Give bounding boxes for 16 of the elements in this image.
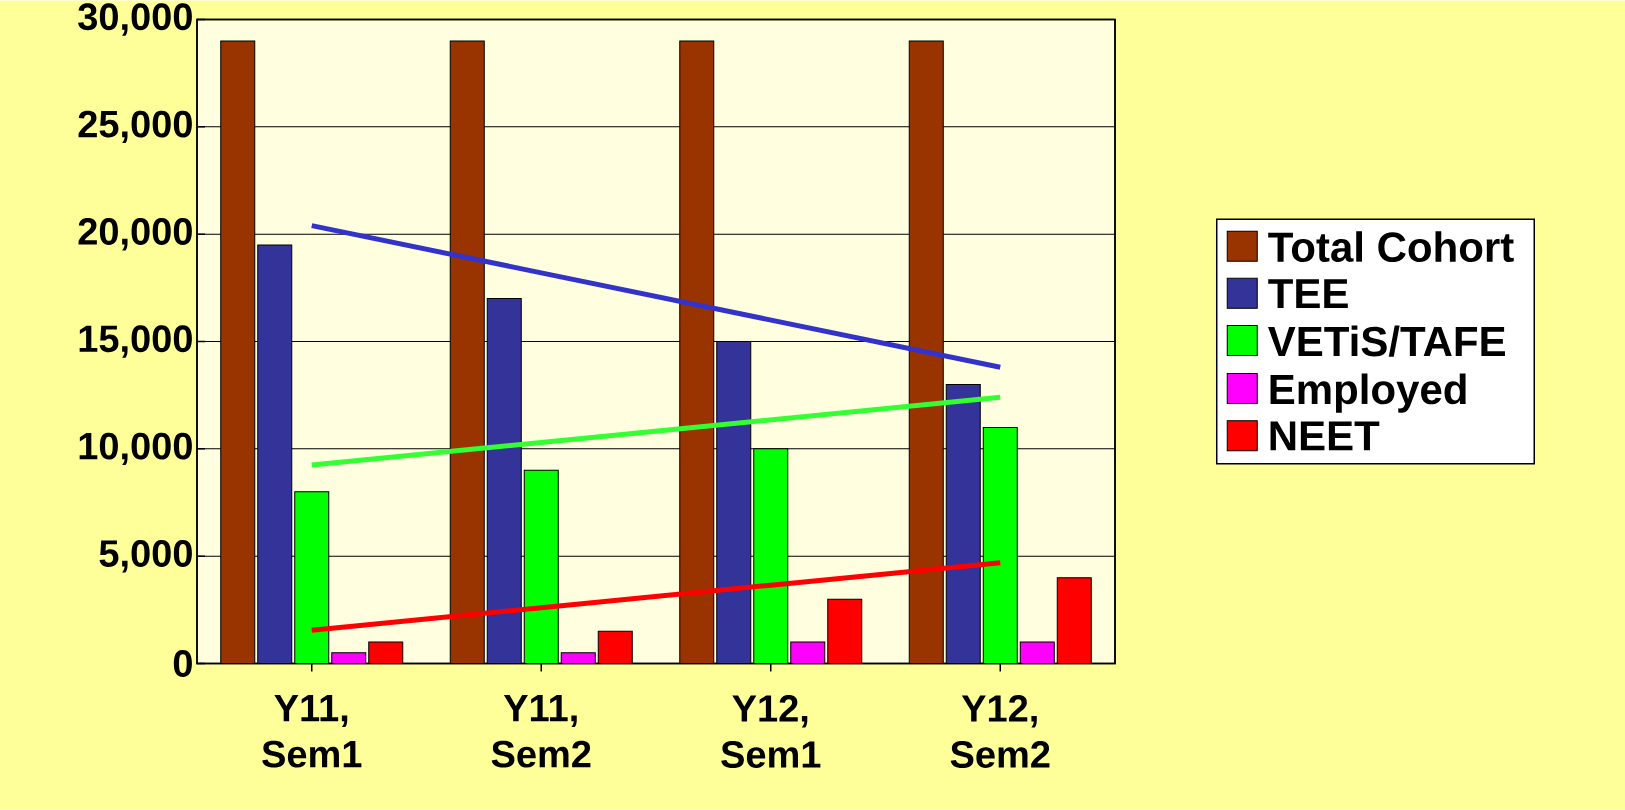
x-tick-label: Y11, Sem1 [262, 695, 362, 768]
legend-label: TEE [1268, 279, 1348, 309]
legend-label: Employed [1270, 373, 1466, 413]
legend-label: NEET [1270, 421, 1380, 451]
x-tick-label: Y11, Sem2 [491, 695, 591, 768]
x-tick-label: Y12, Sem2 [950, 695, 1050, 769]
y-tick-label: 0 [173, 650, 192, 678]
legend-label: VETiS/TAFE [1268, 325, 1505, 358]
x-tick-label: Y12, Sem1 [721, 695, 821, 769]
y-tick-label: 15,000 [79, 325, 192, 358]
legend-label: Total Cohort [1268, 231, 1514, 263]
y-tick-label: 5,000 [99, 540, 192, 573]
y-tick-label: 25,000 [78, 110, 192, 144]
y-tick-label: 10,000 [79, 432, 192, 466]
y-tick-label: 20,000 [78, 218, 192, 251]
y-tick-label: 30,000 [78, 3, 192, 36]
